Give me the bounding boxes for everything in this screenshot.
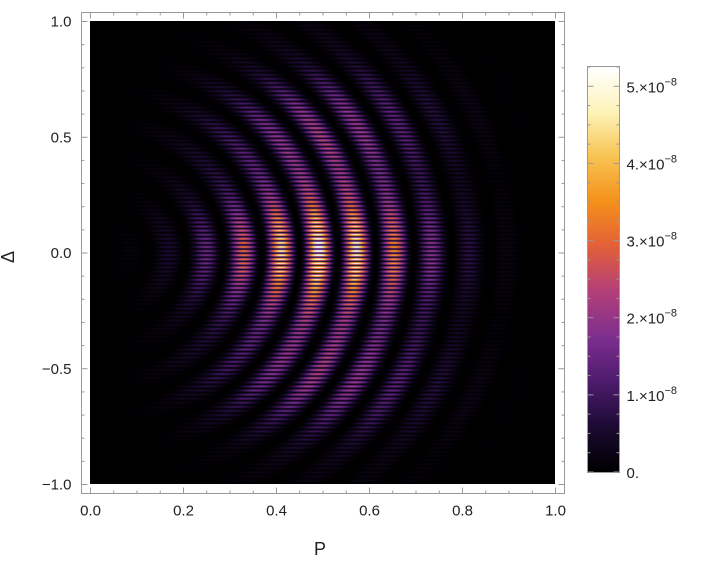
colorbar-gradient xyxy=(588,67,619,472)
x-tick-label: 1.0 xyxy=(545,503,566,520)
x-tick-label: 0.4 xyxy=(266,503,287,520)
y-tick-label: −1.0 xyxy=(42,477,72,494)
y-axis-label: Δ xyxy=(0,251,18,263)
x-tick-label: 0.2 xyxy=(173,503,194,520)
y-tick-label: −0.5 xyxy=(42,361,72,378)
x-axis: 0.0 0.2 0.4 0.6 0.8 1.0 xyxy=(80,12,566,520)
y-tick-label: 0.0 xyxy=(51,245,72,262)
colorbar-tick-label: 3.×10−8 xyxy=(627,231,678,251)
y-tick-label: 0.5 xyxy=(51,129,72,146)
x-axis-label: P xyxy=(314,539,326,559)
colorbar-frame xyxy=(587,66,620,473)
colorbar-tick-label: 2.×10−8 xyxy=(627,308,678,328)
x-tick-label: 0.0 xyxy=(80,503,101,520)
colorbar-ticks: 0. 1.×10−8 2.×10−8 3.×10−8 4.×10−8 5.×10−8 xyxy=(587,66,678,482)
heatmap-image xyxy=(90,21,555,484)
plot-frame xyxy=(81,12,565,494)
colorbar-tick-label: 0. xyxy=(627,465,640,482)
colorbar-tick-label: 4.×10−8 xyxy=(627,153,678,173)
y-tick-label: 1.0 xyxy=(51,14,72,31)
y-axis: 1.0 0.5 0.0 −0.5 −1.0 xyxy=(42,14,565,494)
colorbar-tick-label: 5.×10−8 xyxy=(627,76,678,96)
colorbar-tick-label: 1.×10−8 xyxy=(627,385,678,405)
x-tick-label: 0.6 xyxy=(359,503,380,520)
x-tick-label: 0.8 xyxy=(452,503,473,520)
